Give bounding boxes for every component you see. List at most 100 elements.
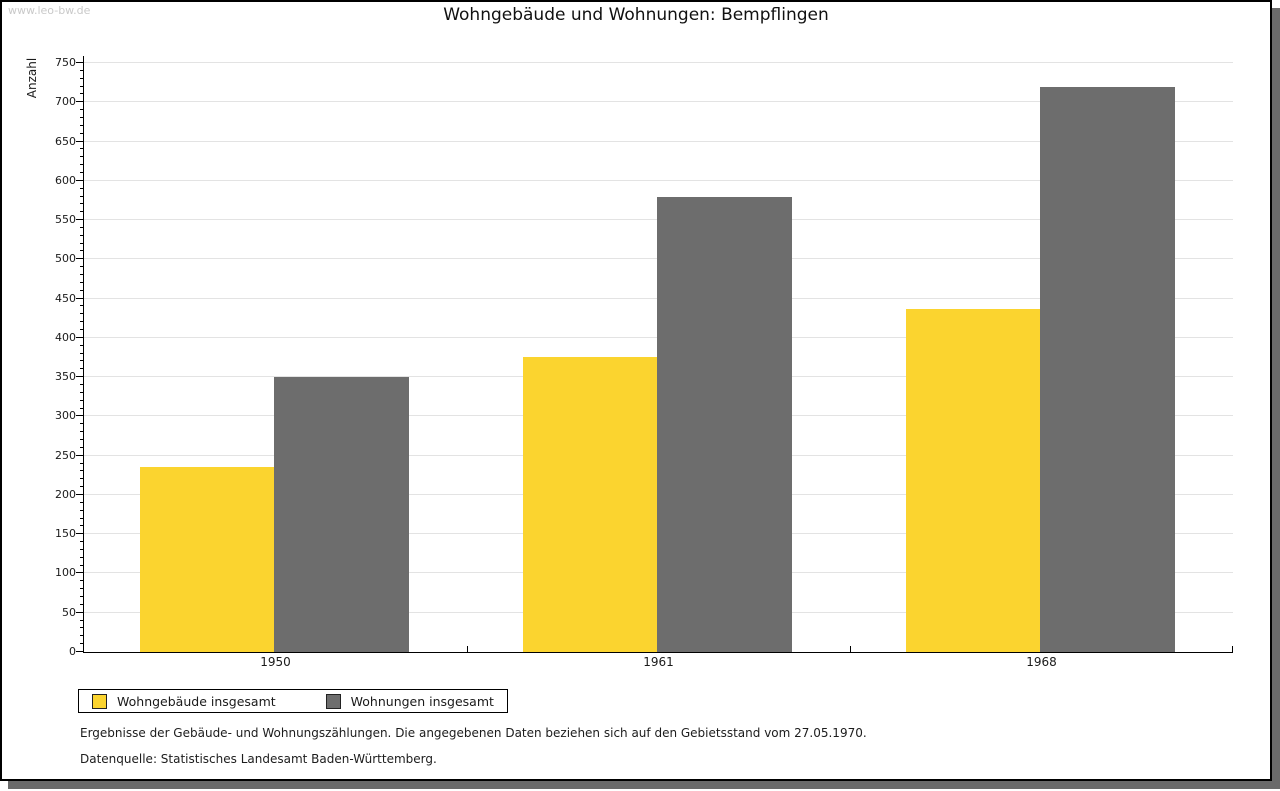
y-tick-label: 600 bbox=[55, 173, 76, 187]
y-minor-tick bbox=[80, 446, 84, 448]
y-tick-label: 550 bbox=[55, 213, 76, 227]
legend-label: Wohngebäude insgesamt bbox=[117, 693, 276, 709]
legend: Wohngebäude insgesamt Wohnungen insgesam… bbox=[78, 689, 508, 713]
y-major-tick bbox=[76, 651, 84, 652]
legend-label: Wohnungen insgesamt bbox=[350, 693, 494, 709]
y-minor-tick bbox=[80, 423, 84, 425]
y-minor-tick bbox=[80, 368, 84, 370]
y-major-tick bbox=[76, 493, 84, 495]
y-minor-tick bbox=[80, 116, 84, 118]
y-minor-tick bbox=[80, 603, 84, 605]
y-minor-tick bbox=[80, 156, 84, 158]
y-minor-tick bbox=[80, 85, 84, 87]
y-minor-tick bbox=[80, 619, 84, 621]
y-minor-tick bbox=[80, 250, 84, 252]
y-tick-label: 650 bbox=[55, 134, 76, 148]
y-tick-label: 250 bbox=[55, 448, 76, 462]
y-tick-label: 450 bbox=[55, 291, 76, 305]
x-category-label: 1961 bbox=[643, 655, 674, 669]
y-minor-tick bbox=[80, 69, 84, 71]
y-minor-tick bbox=[80, 124, 84, 126]
y-minor-tick bbox=[80, 517, 84, 519]
y-minor-tick bbox=[80, 344, 84, 346]
footnote-gebietsstand: Ergebnisse der Gebäude- und Wohnungszähl… bbox=[80, 726, 867, 740]
y-minor-tick bbox=[80, 556, 84, 558]
y-minor-tick bbox=[80, 501, 84, 503]
y-minor-tick bbox=[80, 548, 84, 550]
legend-item-wohngebaeude: Wohngebäude insgesamt bbox=[92, 693, 276, 709]
y-minor-tick bbox=[80, 643, 84, 645]
y-major-tick bbox=[76, 62, 84, 63]
footnote-datenquelle: Datenquelle: Statistisches Landesamt Bad… bbox=[80, 752, 437, 766]
bar-wohngebaeude-1950 bbox=[140, 467, 274, 652]
y-minor-tick bbox=[80, 329, 84, 331]
y-minor-tick bbox=[80, 580, 84, 582]
y-minor-tick bbox=[80, 486, 84, 488]
y-minor-tick bbox=[80, 313, 84, 315]
y-tick-label: 500 bbox=[55, 252, 76, 266]
plot-area: 0 50 100 150 200 250 300 350 400 450 500 550 600 650 7… bbox=[55, 56, 1233, 669]
y-minor-tick bbox=[80, 596, 84, 598]
y-minor-tick bbox=[80, 77, 84, 79]
legend-swatch-yellow bbox=[92, 693, 107, 709]
x-boundary-tick bbox=[850, 646, 851, 652]
y-major-tick bbox=[76, 101, 84, 103]
x-boundary-tick bbox=[467, 646, 468, 652]
y-minor-tick bbox=[80, 438, 84, 440]
y-minor-tick bbox=[80, 164, 84, 166]
y-major-tick bbox=[76, 219, 84, 221]
y-minor-tick bbox=[80, 352, 84, 354]
y-minor-tick bbox=[80, 478, 84, 480]
y-major-tick bbox=[76, 454, 84, 456]
y-minor-tick bbox=[80, 203, 84, 205]
y-minor-tick bbox=[80, 234, 84, 236]
y-tick-label: 150 bbox=[55, 527, 76, 541]
y-major-tick bbox=[76, 611, 84, 613]
y-minor-tick bbox=[80, 391, 84, 393]
y-minor-tick bbox=[80, 195, 84, 197]
y-gridline bbox=[84, 101, 1233, 103]
y-minor-tick bbox=[80, 627, 84, 629]
y-minor-tick bbox=[80, 93, 84, 95]
legend-item-wohnungen: Wohnungen insgesamt bbox=[325, 693, 494, 709]
y-minor-tick bbox=[80, 289, 84, 291]
bar-wohngebaeude-1968 bbox=[906, 309, 1040, 652]
y-tick-label: 200 bbox=[55, 487, 76, 501]
y-major-tick bbox=[76, 336, 84, 338]
y-tick-label: 700 bbox=[55, 95, 76, 109]
y-minor-tick bbox=[80, 321, 84, 323]
y-minor-tick bbox=[80, 431, 84, 433]
y-minor-tick bbox=[80, 407, 84, 409]
y-minor-tick bbox=[80, 462, 84, 464]
bar-wohnungen-1950 bbox=[274, 377, 409, 652]
y-minor-tick bbox=[80, 564, 84, 566]
y-major-tick bbox=[76, 258, 84, 260]
y-tick-label: 350 bbox=[55, 370, 76, 384]
y-minor-tick bbox=[80, 266, 84, 268]
bar-wohnungen-1968 bbox=[1040, 87, 1175, 652]
y-minor-tick bbox=[80, 470, 84, 472]
x-axis-end-tick bbox=[1232, 646, 1233, 652]
y-minor-tick bbox=[80, 588, 84, 590]
y-tick-label: 0 bbox=[69, 645, 76, 658]
y-minor-tick bbox=[80, 399, 84, 401]
y-major-tick bbox=[76, 533, 84, 535]
y-minor-tick bbox=[80, 541, 84, 543]
y-minor-tick bbox=[80, 635, 84, 637]
y-minor-tick bbox=[80, 281, 84, 283]
x-category-label: 1950 bbox=[260, 655, 291, 669]
y-minor-tick bbox=[80, 132, 84, 134]
y-minor-tick bbox=[80, 171, 84, 173]
y-minor-tick bbox=[80, 226, 84, 228]
y-major-tick bbox=[76, 179, 84, 181]
y-minor-tick bbox=[80, 148, 84, 150]
watermark: www.leo-bw.de bbox=[8, 4, 91, 17]
y-major-tick bbox=[76, 297, 84, 299]
y-minor-tick bbox=[80, 360, 84, 362]
y-major-tick bbox=[76, 415, 84, 417]
y-tick-label: 750 bbox=[55, 56, 76, 69]
y-minor-tick bbox=[80, 509, 84, 511]
y-minor-tick bbox=[80, 109, 84, 111]
y-tick-label: 50 bbox=[62, 605, 76, 619]
